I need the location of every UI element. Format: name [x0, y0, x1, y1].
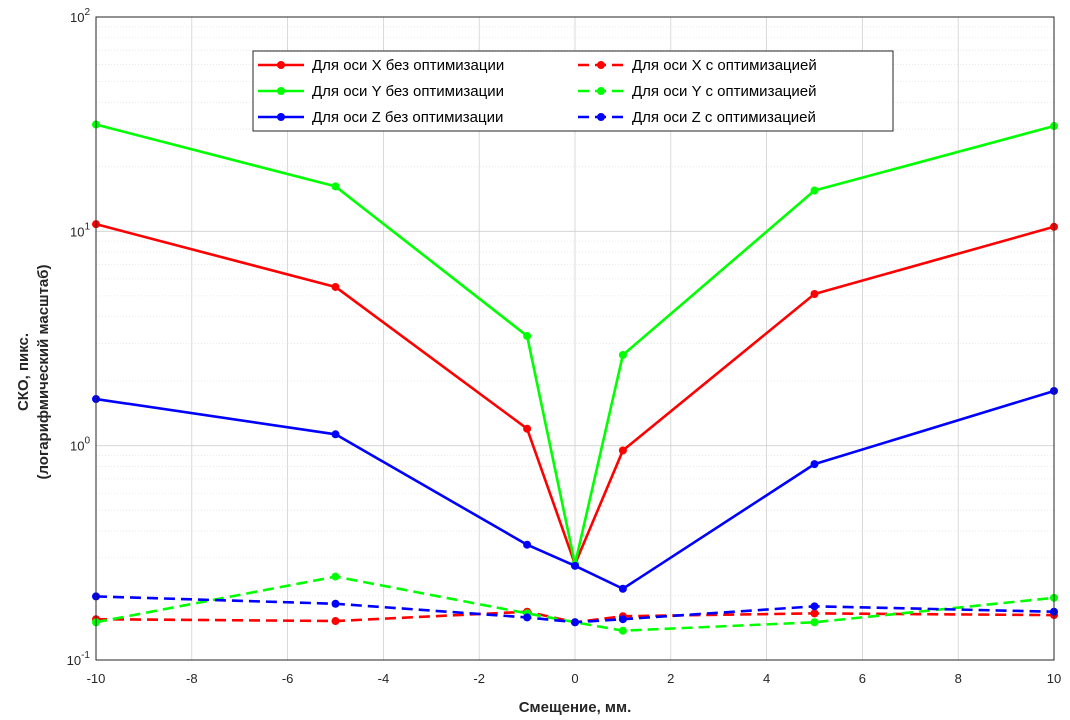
- data-point: [810, 618, 819, 627]
- x-tick-label: 0: [571, 671, 578, 686]
- data-point: [523, 424, 532, 433]
- x-tick-labels: -10 -8 -6 -4 -2 0 2 4 6 8 10: [87, 671, 1062, 686]
- x-tick-label: -2: [473, 671, 485, 686]
- data-point: [571, 618, 579, 627]
- legend-swatch-marker: [597, 87, 605, 95]
- legend-box: [252, 50, 894, 132]
- data-point: [810, 186, 819, 195]
- y-tick-exponent: -1: [81, 650, 90, 661]
- y-axis-label-line2: (логарифмический масштаб): [35, 264, 52, 479]
- data-point: [523, 331, 532, 340]
- data-point: [331, 617, 340, 626]
- data-point: [810, 602, 819, 611]
- data-point: [331, 182, 340, 191]
- data-point: [523, 613, 532, 622]
- data-point: [618, 584, 627, 593]
- data-point: [571, 561, 579, 570]
- x-tick-label: -10: [87, 671, 106, 686]
- legend-label: Для оси X с оптимизацией: [632, 57, 817, 74]
- y-tick-base: 10: [70, 10, 84, 25]
- data-point: [810, 460, 819, 469]
- data-point: [618, 626, 627, 635]
- x-tick-label: 2: [667, 671, 674, 686]
- y-tick-exponent: 0: [84, 436, 90, 447]
- legend-label: Для оси Y без оптимизации: [312, 83, 504, 100]
- y-axis-label-line1: СКО, пикс.: [15, 333, 32, 411]
- y-tick-label: 102: [70, 7, 90, 25]
- legend-swatch-marker: [277, 61, 285, 69]
- legend-label: Для оси X без оптимизации: [312, 57, 504, 74]
- data-point: [331, 599, 340, 608]
- x-tick-label: -8: [186, 671, 198, 686]
- legend-label: Для оси Z с оптимизацией: [632, 109, 816, 126]
- data-point: [618, 350, 627, 359]
- legend-label: Для оси Y с оптимизацией: [632, 83, 816, 100]
- legend-swatch-marker: [597, 113, 605, 121]
- legend: Для оси X без оптимизации Для оси X с опт…: [252, 50, 894, 132]
- x-tick-label: 6: [859, 671, 866, 686]
- x-tick-label: -6: [282, 671, 294, 686]
- x-tick-label: 4: [763, 671, 770, 686]
- y-tick-label: 100: [70, 436, 90, 454]
- y-tick-base: 10: [70, 224, 84, 239]
- series-layer: [92, 120, 1058, 635]
- y-tick-exponent: 2: [84, 7, 90, 18]
- y-tick-label: 10-1: [67, 650, 91, 668]
- y-tick-exponent: 1: [84, 221, 90, 232]
- y-tick-label: 101: [70, 221, 90, 239]
- legend-swatch-marker: [277, 113, 285, 121]
- x-tick-label: 8: [955, 671, 962, 686]
- legend-entry: Для оси Z с оптимизацией: [578, 109, 816, 126]
- x-tick-label: 10: [1047, 671, 1061, 686]
- data-point: [523, 540, 532, 549]
- legend-entry: Для оси X с оптимизацией: [578, 57, 817, 74]
- data-point: [331, 572, 340, 581]
- data-point: [331, 430, 340, 439]
- legend-entry: Для оси Y с оптимизацией: [578, 83, 816, 100]
- y-tick-base: 10: [67, 653, 81, 668]
- plot-frame: [95, 16, 1055, 661]
- data-point: [810, 290, 819, 299]
- legend-label: Для оси Z без оптимизации: [312, 109, 503, 126]
- legend-entry: Для оси Z без оптимизации: [258, 109, 503, 126]
- legend-entry: Для оси Y без оптимизации: [258, 83, 504, 100]
- data-point: [810, 609, 819, 618]
- data-point: [618, 446, 627, 455]
- x-tick-label: -4: [378, 671, 390, 686]
- y-tick-base: 10: [70, 439, 84, 454]
- data-point: [331, 282, 340, 291]
- x-axis-label: Смещение, мм.: [519, 699, 632, 716]
- legend-swatch-marker: [277, 87, 285, 95]
- series-5: [92, 386, 1058, 593]
- legend-entry: Для оси X без оптимизации: [258, 57, 504, 74]
- data-point: [618, 615, 627, 624]
- legend-swatch-marker: [597, 61, 605, 69]
